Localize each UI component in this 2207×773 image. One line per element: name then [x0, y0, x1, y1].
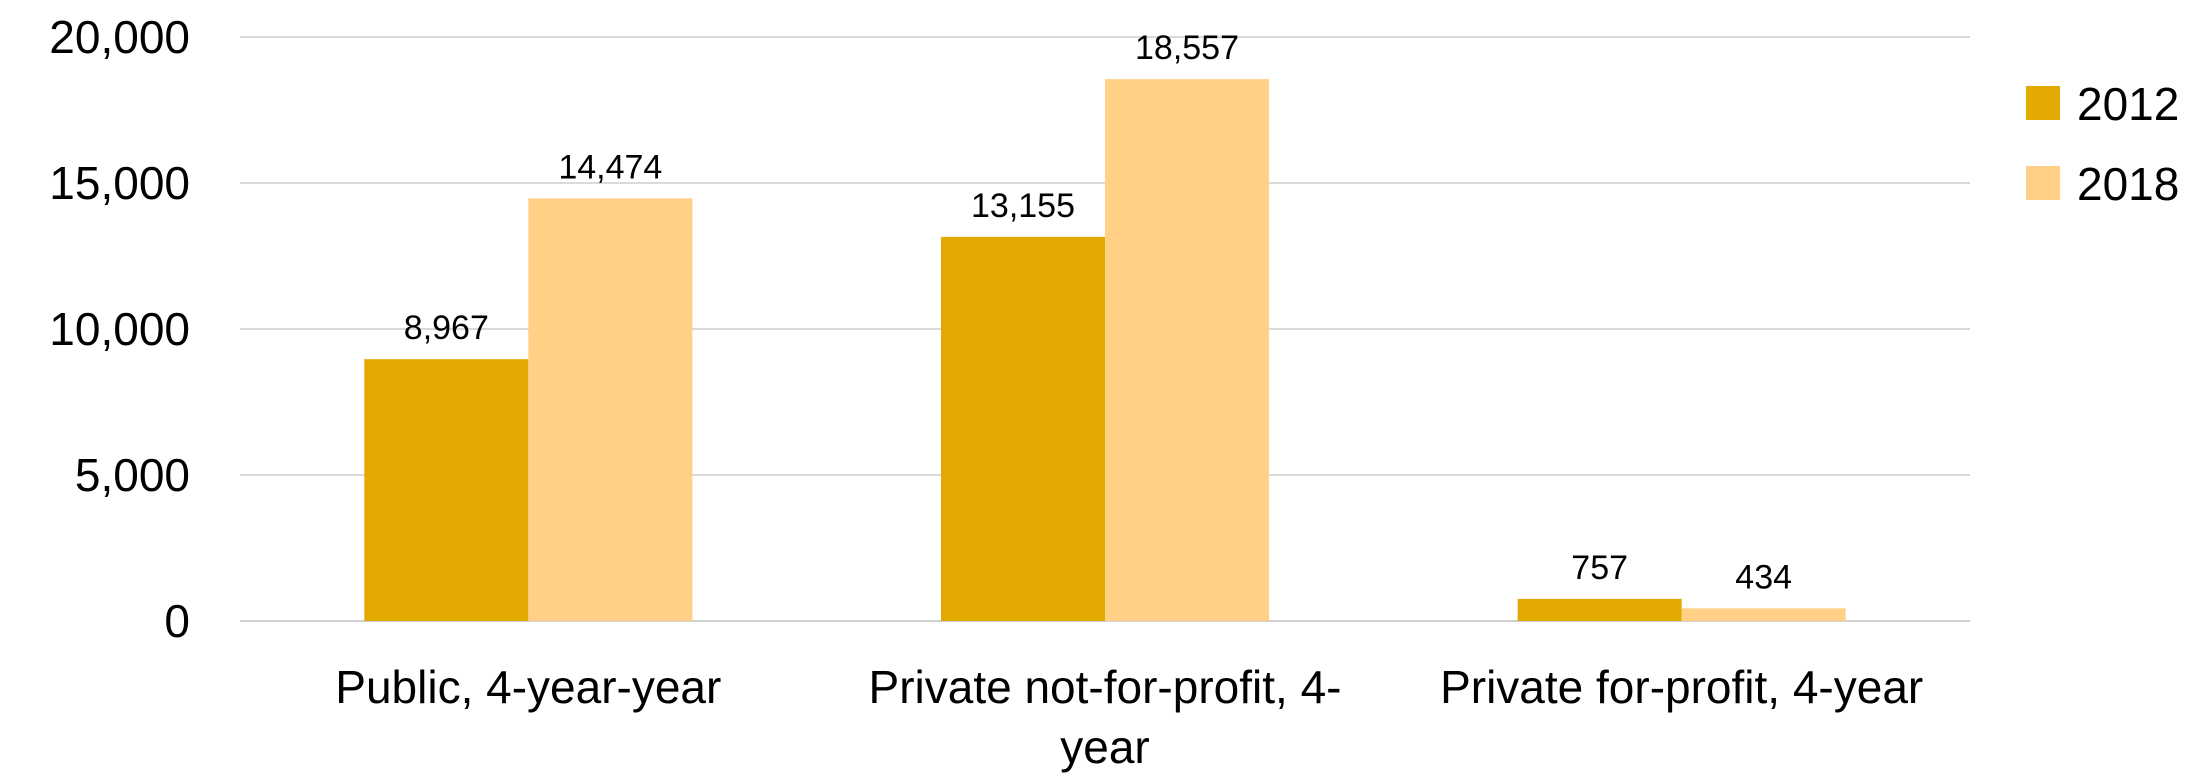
data-label: 8,967: [404, 309, 489, 347]
x-tick-label-line: Private not-for-profit, 4-: [869, 661, 1342, 713]
legend-label: 2018: [2077, 158, 2179, 210]
y-tick-label: 15,000: [49, 157, 190, 209]
y-tick-label: 20,000: [49, 11, 190, 63]
x-tick-label: Private not-for-profit, 4- year: [869, 661, 1342, 773]
legend-swatch-2012: [2026, 86, 2060, 120]
bar-2012: [364, 359, 528, 621]
data-label: 434: [1735, 558, 1792, 596]
bar-2012: [1518, 599, 1682, 621]
x-axis: Public, 4-year-year Private not-for-profi…: [335, 661, 1923, 773]
bar-2012: [941, 237, 1105, 621]
data-label: 757: [1571, 549, 1628, 587]
y-axis: 0 5,000 10,000 15,000 20,000: [49, 11, 190, 647]
bar-2018: [1682, 608, 1846, 621]
x-tick-label-line: year: [1060, 721, 1149, 773]
x-tick-label-line: Public, 4-year-year: [335, 661, 721, 713]
x-tick-label-line: Private for-profit, 4-year: [1440, 661, 1923, 713]
data-label: 14,474: [558, 148, 662, 186]
data-label: 13,155: [971, 187, 1075, 225]
x-tick-label: Private for-profit, 4-year: [1440, 661, 1923, 713]
legend-label: 2012: [2077, 78, 2179, 130]
legend-swatch-2018: [2026, 166, 2060, 200]
y-tick-label: 10,000: [49, 303, 190, 355]
data-label: 18,557: [1135, 29, 1239, 67]
y-tick-label: 5,000: [75, 449, 190, 501]
bar-2018: [528, 198, 692, 621]
y-tick-label: 0: [164, 595, 190, 647]
legend: 2012 2018: [2026, 78, 2179, 210]
x-tick-label: Public, 4-year-year: [335, 661, 721, 713]
bar-2018: [1105, 79, 1269, 621]
